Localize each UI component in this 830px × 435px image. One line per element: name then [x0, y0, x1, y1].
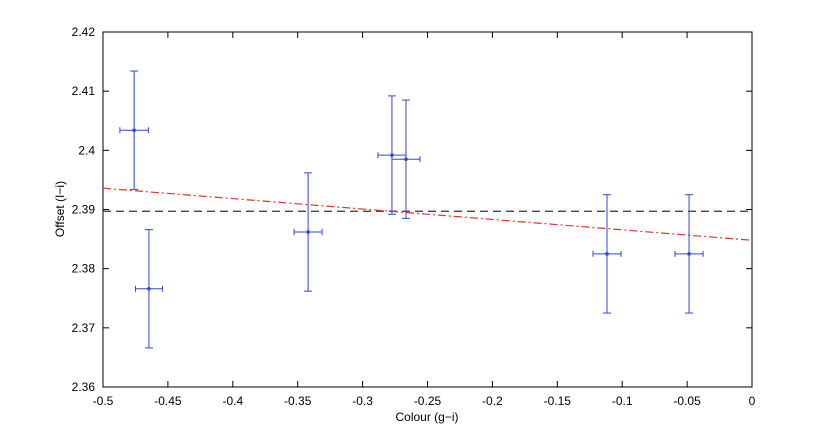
fit-line — [102, 187, 753, 241]
x-tick-label: -0.5 — [93, 394, 114, 408]
x-tick-label: -0.05 — [673, 394, 701, 408]
y-tick-label: 2.39 — [72, 203, 96, 217]
x-tick-label: -0.4 — [222, 394, 243, 408]
x-tick-label: -0.35 — [284, 394, 312, 408]
y-tick-label: 2.37 — [72, 321, 96, 335]
y-tick-label: 2.42 — [72, 25, 96, 39]
x-axis-label: Colour (g−i) — [395, 410, 458, 424]
y-tick-label: 2.4 — [78, 143, 95, 157]
x-tick-label: -0.45 — [154, 394, 182, 408]
plot-area — [102, 31, 753, 388]
y-tick-label: 2.38 — [72, 262, 96, 276]
point — [132, 128, 136, 133]
y-axis-label: Offset (I−i) — [53, 181, 67, 237]
y-tick-label: 2.41 — [72, 84, 96, 98]
point — [147, 286, 151, 291]
x-tick-label: -0.25 — [414, 394, 442, 408]
point — [404, 157, 408, 162]
point — [306, 230, 310, 234]
x-tick-label: -0.15 — [544, 394, 572, 408]
x-tick-label: -0.1 — [612, 394, 633, 408]
x-tick-label: 0 — [749, 394, 756, 408]
y-tick-label: 2.36 — [72, 380, 96, 394]
point — [390, 153, 394, 157]
point — [687, 252, 691, 256]
x-tick-label: -0.2 — [482, 394, 503, 408]
x-tick-label: -0.3 — [352, 394, 373, 408]
point — [605, 252, 609, 256]
